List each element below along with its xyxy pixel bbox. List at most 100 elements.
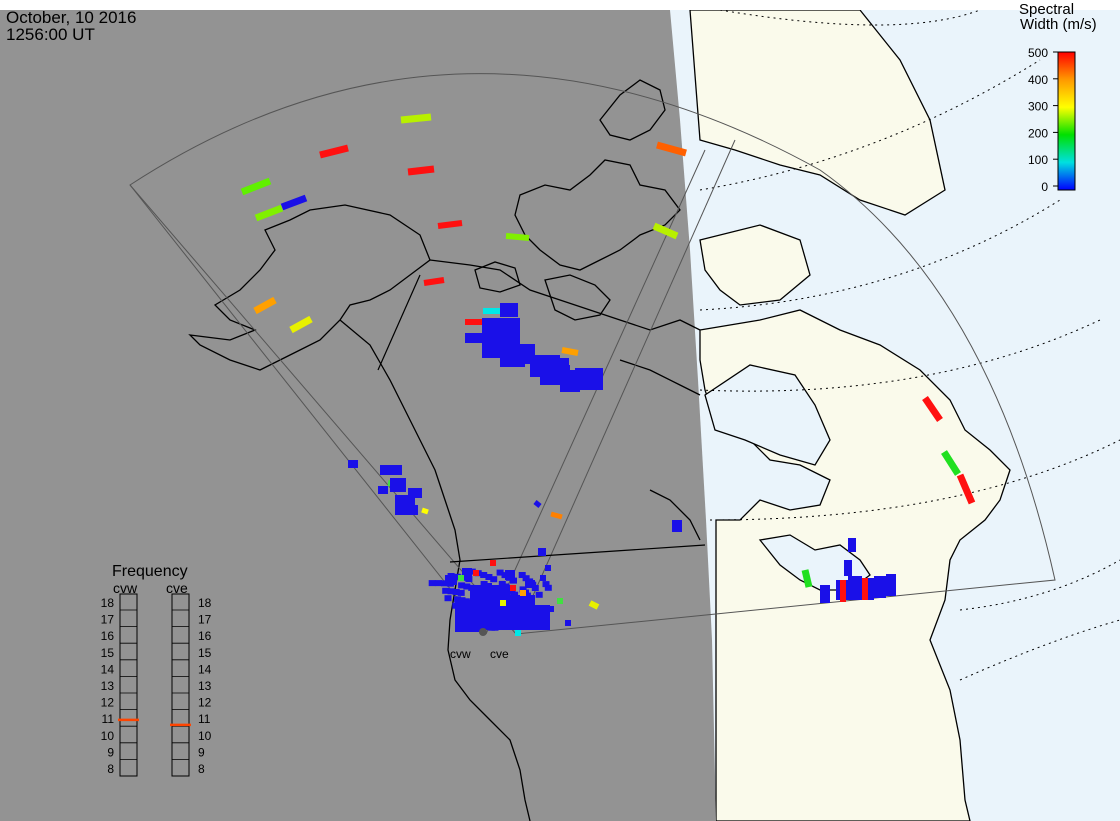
freq-scale-label-left: 9 xyxy=(107,745,114,759)
echo-cell xyxy=(515,630,521,636)
echo-block xyxy=(840,580,846,602)
echo-cell xyxy=(434,580,442,587)
freq-scale-label-left: 18 xyxy=(101,596,115,610)
freq-scale-label-left: 10 xyxy=(101,729,115,743)
date-label: October, 10 2016 xyxy=(6,8,137,27)
freq-scale-label-left: 16 xyxy=(101,629,115,643)
echo-cell xyxy=(511,591,519,598)
echo-segment xyxy=(941,450,961,476)
echo-cell xyxy=(544,584,552,591)
radar-label-cvw: cvw xyxy=(450,647,471,661)
echo-block xyxy=(844,560,852,576)
echo-cell xyxy=(490,576,498,583)
colorbar-tick-label: 100 xyxy=(1028,153,1048,167)
freq-scale-label-right: 12 xyxy=(198,696,212,710)
echo-segment xyxy=(437,220,463,229)
radar-fov xyxy=(129,73,1056,635)
echo-cell xyxy=(535,591,543,598)
echo-cell xyxy=(485,574,493,580)
echo-cell xyxy=(531,585,539,591)
echo-segment xyxy=(588,600,600,610)
echo-block xyxy=(380,465,402,475)
freq-scale-label-right: 14 xyxy=(198,662,212,676)
echo-segment xyxy=(421,507,429,515)
echo-cell xyxy=(557,598,563,604)
radar-sites xyxy=(479,628,487,636)
frequency-panel: Frequency cvw cve 18 18 17 17 16 16 15 15 14 14 13… xyxy=(101,563,212,777)
echo-segment xyxy=(253,296,277,315)
echo-cell xyxy=(520,612,550,630)
freq-scale-label-right: 17 xyxy=(198,613,212,627)
frequency-title: Frequency xyxy=(112,563,188,580)
echo-segment xyxy=(254,204,284,222)
echo-cell xyxy=(496,569,504,576)
day-water xyxy=(704,364,871,591)
echo-block xyxy=(348,460,358,468)
echo-segment xyxy=(240,177,272,196)
echo-block xyxy=(465,333,487,343)
echo-block xyxy=(848,538,856,552)
echo-cell xyxy=(457,589,465,596)
freq-scale-label-right: 10 xyxy=(198,729,212,743)
freq-scale-label-left: 14 xyxy=(101,662,115,676)
colorbar-tick-label: 0 xyxy=(1041,180,1048,194)
colorbar-title-2: Width (m/s) xyxy=(1020,16,1097,33)
freq-scale-label-right: 9 xyxy=(198,745,205,759)
colorbar-tick-label: 300 xyxy=(1028,100,1048,114)
echo-block xyxy=(820,585,830,603)
echo-cell xyxy=(505,570,515,580)
echo-segment xyxy=(423,277,445,286)
freq-scale-label-left: 11 xyxy=(102,712,115,726)
echo-cell xyxy=(462,568,472,578)
freq-scale-label-right: 15 xyxy=(198,646,212,660)
echo-block xyxy=(874,576,886,598)
echo-cell xyxy=(522,575,530,582)
freq-scale-label-left: 12 xyxy=(101,696,115,710)
echo-cell xyxy=(444,595,452,602)
echo-cell xyxy=(542,581,550,588)
echo-segment xyxy=(561,347,579,356)
echo-block xyxy=(390,478,406,492)
echo-cell xyxy=(463,583,471,590)
echo-cell xyxy=(453,573,461,580)
freq-scale-label-right: 18 xyxy=(198,596,212,610)
echo-cell xyxy=(498,580,506,587)
echo-segment xyxy=(319,144,349,159)
echo-segment xyxy=(956,473,976,505)
echo-cell xyxy=(441,580,448,587)
echo-block xyxy=(672,520,682,532)
echo-block xyxy=(545,358,569,374)
echo-segment xyxy=(280,194,308,211)
timestamp-header: October, 10 2016 1256:00 UT xyxy=(6,9,136,43)
echo-cell xyxy=(525,580,535,588)
radar-site-cvw xyxy=(479,628,487,636)
echo-cell xyxy=(458,582,466,589)
colorbar-tick-label: 400 xyxy=(1028,73,1048,87)
time-label: 1256:00 UT xyxy=(6,25,95,44)
echo-cell xyxy=(548,606,554,612)
boundaries xyxy=(377,274,706,563)
echo-block xyxy=(886,574,896,596)
echo-cell xyxy=(473,570,479,576)
echo-block xyxy=(500,345,525,367)
echo-block xyxy=(575,368,603,390)
echo-cell xyxy=(510,577,517,584)
echo-cell xyxy=(519,586,527,593)
echo-cell xyxy=(452,589,460,595)
colorbar: Spectral Width (m/s) 500 400 300 200 100 0 xyxy=(1019,1,1097,194)
echo-cell xyxy=(490,560,496,566)
echo-segment xyxy=(289,315,313,334)
spectral-width-scatter xyxy=(240,113,976,636)
colorbar-title-1: Spectral xyxy=(1019,1,1074,18)
coastlines xyxy=(188,79,701,821)
freq-scale-label-left: 15 xyxy=(101,646,115,660)
freq-scale-label-right: 11 xyxy=(198,712,211,726)
freq-scale-label-left: 8 xyxy=(107,762,114,776)
freq-scale-label-right: 13 xyxy=(198,679,212,693)
echo-cell xyxy=(428,580,436,587)
echo-block xyxy=(404,505,418,515)
colorbar-tick-label: 500 xyxy=(1028,46,1048,60)
echo-block xyxy=(378,486,388,494)
echo-segment xyxy=(550,511,563,520)
latitude-grid xyxy=(699,9,1120,681)
